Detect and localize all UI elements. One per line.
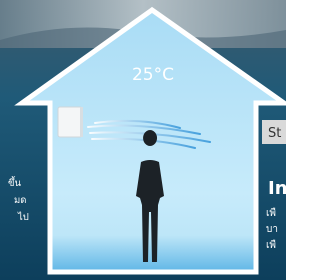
right-label: St: [268, 126, 281, 141]
left-text-line: ไป: [17, 211, 29, 223]
left-text-line: มด: [14, 195, 26, 206]
left-text-line: ขึ้น: [8, 176, 21, 189]
banner: 25°C ขึ้น มด ไป St In เพื บา เพื: [0, 0, 286, 280]
page: 25°C ขึ้น มด ไป St In เพื บา เพื (() => …: [0, 0, 286, 280]
right-text-line: เพื: [266, 207, 276, 219]
right-text-line: บา: [266, 224, 278, 235]
right-heading: In: [268, 178, 286, 199]
ac-side: [80, 107, 83, 137]
right-text-line: เพื: [266, 239, 276, 251]
air-conditioner: [58, 107, 82, 137]
temperature: 25°C: [132, 65, 174, 85]
